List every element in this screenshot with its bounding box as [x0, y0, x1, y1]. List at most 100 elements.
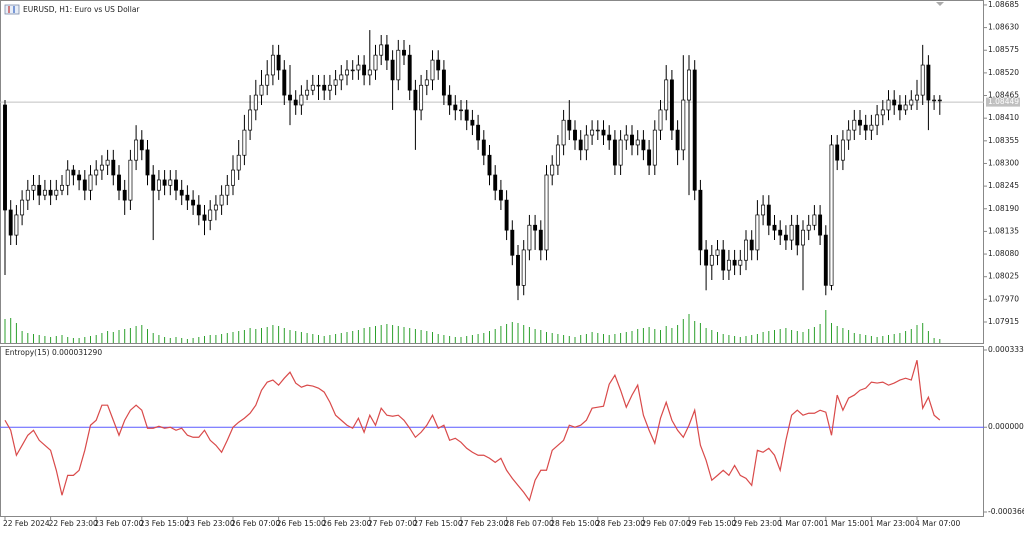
volume-bar	[420, 330, 422, 343]
volume-bar	[67, 337, 69, 343]
volume-bar	[825, 310, 827, 343]
volume-bar	[688, 314, 690, 343]
volume-bar	[665, 326, 667, 343]
y-tick-label: 1.08080	[988, 249, 1019, 258]
volume-bar	[563, 335, 565, 343]
candle-body	[590, 129, 595, 136]
x-tick-label: 26 Feb 23:00	[322, 519, 371, 528]
volume-bar	[876, 337, 878, 343]
candle-body	[282, 69, 287, 96]
candle-body	[932, 99, 937, 102]
volume-bar	[169, 338, 171, 343]
volume-bar	[369, 327, 371, 343]
volume-bar	[557, 334, 559, 343]
volume-bar	[717, 332, 718, 343]
volume-bar	[432, 332, 433, 343]
candle-body	[168, 179, 173, 186]
volume-bar	[785, 328, 787, 343]
candle-body	[396, 49, 401, 81]
candle-body	[345, 69, 349, 76]
candle-body	[573, 129, 577, 141]
volume-bar	[221, 334, 223, 343]
candle-body	[316, 84, 321, 87]
candle-body	[658, 109, 663, 131]
volume-bar	[312, 334, 314, 343]
volume-bar	[642, 328, 644, 343]
shift-marker	[936, 2, 944, 6]
volume-bar	[249, 328, 251, 343]
candle-body	[413, 89, 418, 111]
volume-bar	[517, 323, 519, 343]
candle-body	[818, 214, 823, 236]
volume-bar	[397, 326, 399, 343]
candle-body	[801, 229, 805, 246]
candle-body	[789, 224, 794, 241]
volume-bar	[295, 331, 297, 343]
candle-body	[407, 54, 412, 91]
candle-body	[373, 54, 378, 71]
volume-bar	[44, 336, 46, 343]
volume-bar	[905, 331, 907, 343]
candle-body	[886, 99, 891, 111]
candle-body	[310, 84, 315, 91]
volume-bar	[329, 335, 331, 343]
candle-body	[892, 99, 897, 106]
candle-body	[595, 129, 600, 132]
y-tick-label: 1.08685	[988, 0, 1019, 9]
candle-body	[550, 164, 555, 176]
candle-body	[909, 99, 914, 106]
candle-body	[402, 49, 406, 56]
volume-bar	[278, 326, 280, 343]
volume-bar	[848, 330, 850, 343]
candle-body	[151, 174, 156, 191]
volume-bar	[78, 338, 80, 343]
candle-body	[749, 239, 754, 251]
candle-body	[937, 99, 942, 102]
candle-body	[88, 174, 93, 191]
candle-body	[219, 194, 224, 206]
candle-body	[288, 94, 292, 101]
volume-bar	[774, 330, 775, 343]
volume-bar	[204, 336, 205, 343]
candle-body	[37, 184, 42, 196]
x-tick-label: 27 Feb 15:00	[413, 519, 462, 528]
volume-bar	[813, 327, 815, 343]
candle-body	[795, 224, 800, 246]
x-tick-label: 23 Feb 15:00	[140, 519, 189, 528]
x-tick-label: 29 Feb 07:00	[641, 519, 690, 528]
volume-bar	[147, 329, 148, 343]
candle-body	[367, 69, 372, 76]
candle-body	[709, 254, 714, 266]
candle-body	[3, 104, 7, 211]
volume-bar	[756, 334, 758, 343]
candle-body	[880, 109, 885, 116]
volume-bar	[443, 335, 445, 343]
candle-body	[852, 119, 857, 131]
candle-body	[915, 94, 919, 101]
candle-body	[459, 109, 463, 112]
candle-body	[242, 129, 247, 156]
volume-bar	[551, 333, 553, 343]
volume-bar	[261, 328, 262, 343]
y-tick-label: 1.08630	[988, 23, 1019, 32]
candle-body	[322, 84, 327, 91]
candle-body	[327, 84, 332, 91]
candle-body	[339, 74, 344, 81]
x-tick-label: 1 Mar 15:00	[824, 519, 870, 528]
candle-body	[675, 129, 680, 151]
y-tick-label: 0.00033387	[988, 345, 1024, 354]
volume-bar	[768, 331, 770, 343]
x-tick-label: 23 Feb 07:00	[94, 519, 143, 528]
candle-body	[384, 44, 389, 61]
volume-bar	[50, 337, 52, 343]
candle-body	[698, 189, 703, 251]
candle-body	[823, 234, 828, 286]
volume-bar	[357, 330, 359, 343]
x-tick-label: 26 Feb 07:00	[231, 519, 280, 528]
volume-bar	[791, 330, 793, 343]
volume-bar	[198, 337, 200, 343]
candle-body	[521, 249, 526, 286]
candle-body	[903, 104, 908, 111]
volume-bar	[699, 323, 701, 343]
